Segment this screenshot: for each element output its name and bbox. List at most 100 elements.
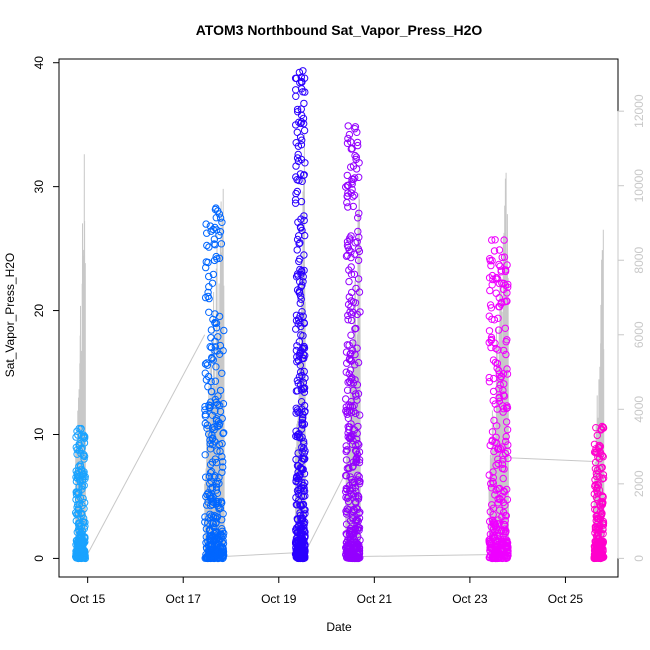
data-point [346,366,355,374]
data-point [351,447,360,455]
data-point [351,525,359,533]
data-point [348,144,356,153]
data-point [599,521,608,529]
data-point [353,429,361,438]
data-point [343,508,351,516]
data-point [499,391,508,399]
data-point [500,487,508,495]
data-point [502,338,510,346]
data-point [298,266,306,275]
data-point [206,550,215,558]
data-point [220,429,228,437]
data-point [502,418,511,426]
data-point [599,517,608,526]
data-point [595,543,604,552]
data-point [207,387,216,396]
data-point [354,256,363,265]
data-point [343,446,351,454]
data-point [215,440,224,449]
data-point [491,236,499,244]
data-point [351,350,359,359]
data-point [343,251,352,260]
data-point [298,308,306,316]
data-point [74,553,82,562]
data-point [349,162,358,170]
data-point [352,409,360,418]
data-point [297,73,305,82]
data-point [355,493,363,501]
data-point [206,527,214,535]
data-point [346,524,355,533]
data-point [595,541,603,549]
data-point [291,74,300,83]
data-point [300,126,309,135]
data-point [206,460,215,469]
data-point [350,478,358,487]
data-point [203,501,211,509]
data-point [211,223,219,232]
data-point [491,358,500,367]
data-point [295,338,304,346]
data-point [299,492,307,501]
series-connector-line [84,334,206,559]
data-point [356,411,364,419]
data-point [494,346,502,354]
data-point [207,326,216,334]
data-point [494,314,502,322]
data-point [205,308,213,316]
data-point [346,234,354,242]
data-point [345,341,353,349]
data-point [489,531,497,540]
data-point [593,480,601,489]
data-point [485,327,494,335]
data-point [347,379,355,387]
data-point [299,278,307,286]
data-point [345,401,353,409]
data-point [485,471,493,479]
data-point [488,428,497,436]
data-point [300,444,308,452]
data-point [298,405,306,413]
data-point [343,238,352,246]
data-point [296,501,304,509]
data-point [298,414,307,422]
data-point [344,203,352,211]
data-point [496,495,504,504]
data-point [354,358,363,367]
data-point [502,527,510,535]
data-point [502,350,510,359]
data-point [599,530,607,538]
data-point [494,499,502,507]
data-point [293,501,301,509]
data-point [211,455,220,463]
data-point [207,227,215,235]
data-point [297,514,305,522]
data-point [206,510,214,518]
data-point [201,554,209,562]
data-point [355,173,363,182]
data-point [207,554,215,562]
data-point [76,539,85,548]
data-point [498,253,506,262]
data-point [354,214,362,222]
data-point [490,548,498,557]
data-point [500,236,508,244]
data-point [343,241,352,250]
data-point [219,429,227,438]
data-point [492,486,500,494]
data-point [296,368,305,376]
data-point [342,548,351,556]
data-point [342,471,350,480]
data-point [209,270,218,279]
data-point [219,510,227,518]
data-point [209,315,217,324]
data-point [297,155,306,164]
data-point [213,477,222,485]
data-point [217,240,226,248]
x-tick-label: Oct 17 [166,592,202,606]
data-point [293,105,302,114]
data-point [293,536,301,545]
data-point [347,263,355,271]
data-point [213,447,221,455]
data-point [599,471,608,479]
